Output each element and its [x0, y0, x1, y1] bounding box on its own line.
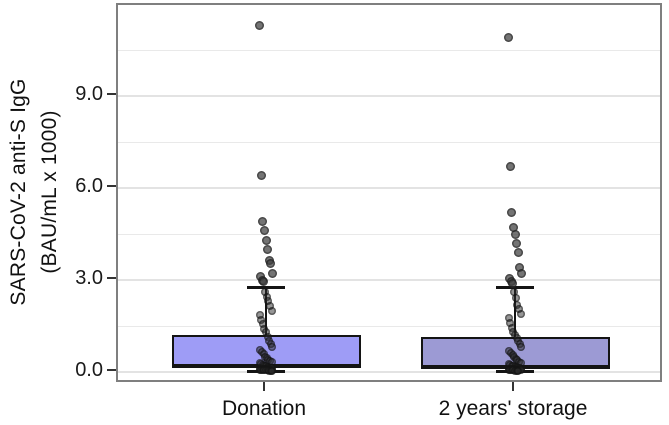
jitter-point	[507, 323, 516, 332]
jitter-point	[513, 300, 522, 309]
gridline-major	[118, 95, 660, 97]
outlier-point	[508, 223, 518, 233]
outlier-point	[513, 247, 523, 257]
y-tick-label: 3.0	[75, 267, 103, 289]
jitter-point	[264, 297, 273, 306]
jitter-point	[263, 332, 272, 341]
x-axis-tick	[512, 382, 514, 391]
jitter-point	[255, 311, 264, 320]
outlier-point	[259, 277, 269, 287]
jitter-point	[258, 320, 267, 329]
outlier-point	[508, 278, 518, 288]
gridline-minor	[118, 233, 660, 235]
jitter-point	[267, 306, 276, 315]
jitter-point	[268, 367, 277, 376]
jitter-point	[515, 305, 523, 314]
gridline-major	[118, 371, 660, 373]
y-axis-tick	[107, 93, 116, 95]
outlier-point	[505, 162, 515, 172]
y-axis-title-line1: SARS-CoV-2 anti-S IgG	[7, 78, 30, 306]
y-axis-tick	[107, 369, 116, 371]
outlier-point	[261, 235, 271, 245]
y-tick-label: 0.0	[75, 359, 103, 381]
jitter-point	[261, 288, 270, 297]
gridline-minor	[118, 325, 660, 327]
jitter-point	[516, 309, 525, 318]
gridline-minor	[118, 141, 660, 143]
gridline-major	[118, 279, 660, 281]
outlier-point	[504, 33, 514, 43]
outlier-point	[507, 208, 517, 218]
y-axis-tick	[107, 185, 116, 187]
jitter-point	[257, 315, 266, 324]
outlier-point	[266, 258, 276, 268]
upper-whisker-cap	[247, 285, 285, 289]
x-category-label-storage: 2 years' storage	[438, 397, 588, 420]
jitter-point	[510, 288, 519, 297]
jitter-point	[268, 343, 277, 352]
jitter-point	[506, 318, 515, 327]
outlier-point	[259, 226, 269, 236]
y-axis-tick	[107, 277, 116, 279]
outlier-point	[258, 217, 268, 227]
jitter-point	[516, 358, 525, 367]
upper-whisker	[514, 287, 516, 338]
gridline-minor	[118, 49, 660, 51]
jitter-point	[267, 358, 276, 367]
outlier-point	[510, 229, 520, 239]
jitter-point	[504, 314, 513, 323]
outlier-point	[256, 171, 266, 181]
jitter-point	[262, 292, 271, 301]
jitter-point	[262, 328, 270, 337]
jitter-point	[266, 302, 274, 311]
outlier-point	[263, 244, 273, 254]
x-axis-tick	[263, 382, 265, 391]
outlier-point	[516, 269, 526, 279]
gridline-major	[118, 187, 660, 189]
outlier-point	[512, 238, 522, 248]
outlier-point	[255, 20, 265, 30]
jitter-point	[517, 343, 526, 352]
outlier-point	[267, 269, 277, 279]
jitter-point	[514, 367, 523, 376]
y-tick-label: 6.0	[75, 175, 103, 197]
y-tick-label: 9.0	[75, 83, 103, 105]
x-category-label-donation: Donation	[221, 397, 307, 420]
upper-whisker	[265, 287, 267, 335]
plot-panel	[116, 3, 662, 382]
outlier-point	[515, 263, 525, 273]
jitter-point	[511, 294, 520, 303]
